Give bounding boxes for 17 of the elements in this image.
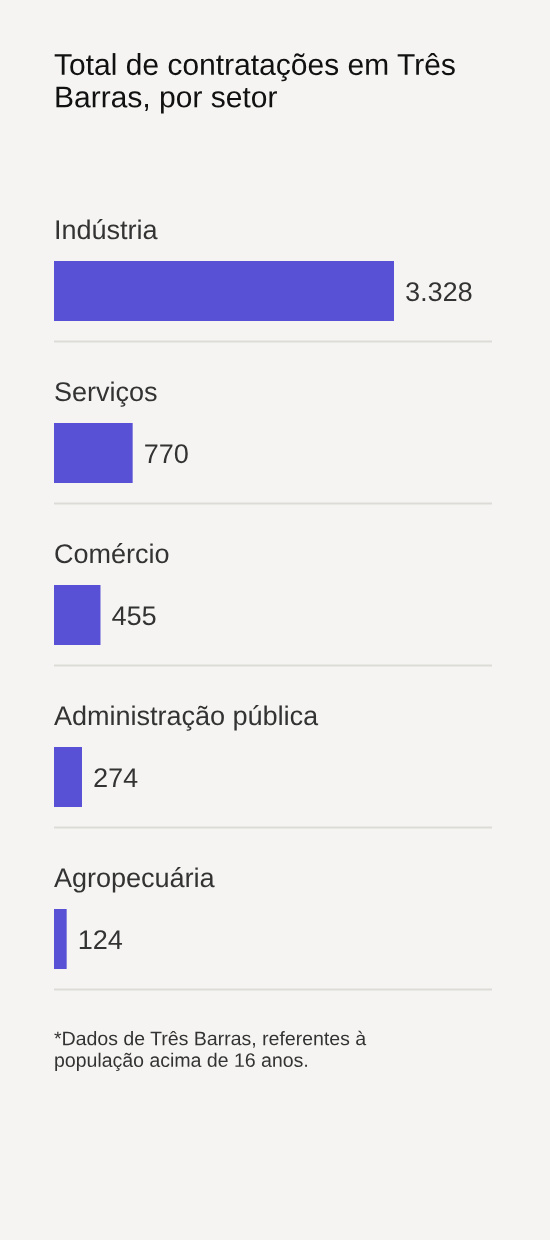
data-label: 770	[145, 444, 188, 464]
y-tick-label: Comércio	[55, 543, 169, 564]
chart-title: Total de contratações em Três Barras, por setor	[54, 53, 455, 114]
text: *Dados de Três Barras, referentes à população acima de 16 anos.	[54, 1030, 367, 1071]
y-tick-label: Indústria	[56, 219, 158, 240]
data-label: 3.328	[406, 282, 472, 302]
bar	[54, 423, 133, 483]
bar	[54, 747, 82, 807]
y-tick-label: Agropecuária	[54, 867, 215, 893]
data-label: 455	[112, 606, 156, 626]
y-tick-label: Serviços	[55, 381, 157, 407]
bar	[54, 261, 394, 321]
data-label: 124	[79, 930, 123, 949]
y-tick-label: Administração pública	[54, 705, 319, 731]
bar	[54, 909, 67, 969]
data-label: 274	[94, 768, 138, 787]
bar	[54, 585, 101, 645]
